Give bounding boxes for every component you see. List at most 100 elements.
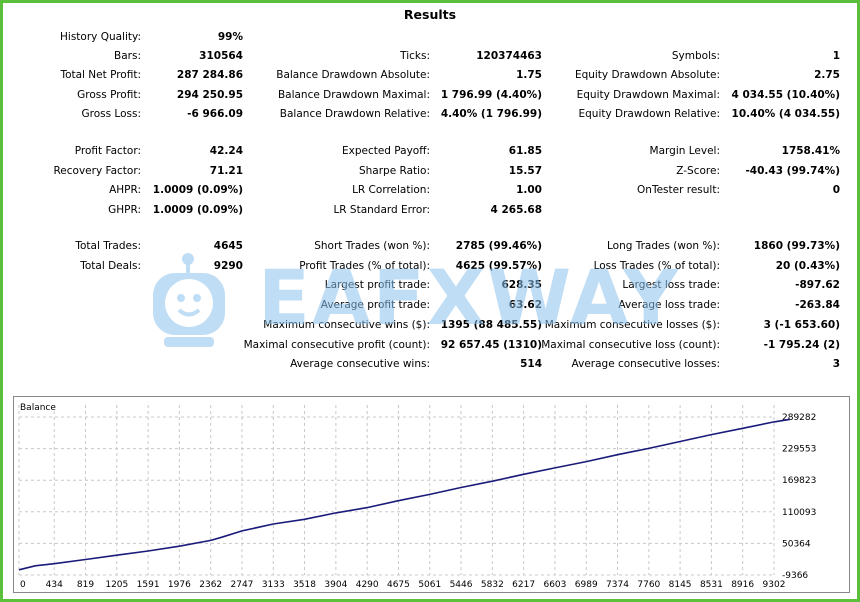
y-tick-label: 110093 xyxy=(782,508,816,518)
largest-profit-value: 628.35 xyxy=(501,279,542,291)
x-tick-label: 5446 xyxy=(450,580,473,590)
lr-standard-error-label: LR Standard Error: xyxy=(333,204,430,216)
x-tick-label: 3133 xyxy=(262,580,285,590)
x-tick-label: 1205 xyxy=(105,580,128,590)
profit-trades-label: Profit Trades (% of total): xyxy=(299,260,430,272)
x-tick-labels: 0 434 819 1205 1591 1976 2362 2747 3133 3518 3904 4… xyxy=(20,580,785,590)
x-tick-label: 5832 xyxy=(481,580,504,590)
maximal-consecutive-profit-label: Maximal consecutive profit (count): xyxy=(243,339,430,351)
x-tick-label: 1591 xyxy=(137,580,160,590)
average-consecutive-losses-label: Average consecutive losses: xyxy=(571,358,720,370)
sharpe-ratio-value: 15.57 xyxy=(508,165,542,177)
x-tick-label: 2362 xyxy=(199,580,222,590)
x-tick-label: 8916 xyxy=(731,580,754,590)
maximal-consecutive-loss-value: -1 795.24 (2) xyxy=(763,339,840,351)
margin-level-label: Margin Level: xyxy=(649,145,720,157)
total-net-profit-value: 287 284.86 xyxy=(176,69,243,81)
x-tick-label: 5061 xyxy=(418,580,441,590)
y-tick-label: 169823 xyxy=(782,476,816,486)
balance-dd-relative-label: Balance Drawdown Relative: xyxy=(279,108,430,120)
balance-dd-maximal-value: 1 796.99 (4.40%) xyxy=(440,89,542,101)
ahpr-label: AHPR: xyxy=(109,184,141,196)
loss-trades-value: 20 (0.43%) xyxy=(775,260,840,272)
largest-profit-label: Largest profit trade: xyxy=(324,279,430,291)
balance-dd-absolute-value: 1.75 xyxy=(516,69,542,81)
bars-value: 310564 xyxy=(199,50,243,62)
largest-loss-value: -897.62 xyxy=(795,279,840,291)
recovery-factor-label: Recovery Factor: xyxy=(53,165,141,177)
total-deals-label: Total Deals: xyxy=(80,260,141,272)
profit-factor-label: Profit Factor: xyxy=(74,145,141,157)
x-tick-label: 8531 xyxy=(700,580,723,590)
max-consecutive-losses-value: 3 (-1 653.60) xyxy=(763,319,840,331)
gross-profit-value: 294 250.95 xyxy=(176,89,243,101)
y-tick-labels: 289282 229553 169823 110093 50364 -9366 xyxy=(782,413,816,581)
lr-correlation-label: LR Correlation: xyxy=(352,184,430,196)
y-tick-label: 50364 xyxy=(782,539,811,549)
z-score-value: -40.43 (99.74%) xyxy=(745,165,840,177)
total-trades-label: Total Trades: xyxy=(75,240,141,252)
average-consecutive-wins-label: Average consecutive wins: xyxy=(290,358,430,370)
x-tick-label: 3518 xyxy=(293,580,316,590)
symbols-label: Symbols: xyxy=(671,50,720,62)
ticks-value: 120374463 xyxy=(476,50,542,62)
balance-chart: 0 434 819 1205 1591 1976 2362 2747 3133 3518 3904 4… xyxy=(13,396,850,593)
average-profit-label: Average profit trade: xyxy=(320,299,430,311)
ghpr-value: 1.0009 (0.09%) xyxy=(152,204,243,216)
long-trades-label: Long Trades (won %): xyxy=(606,240,720,252)
x-tick-label: 4675 xyxy=(387,580,410,590)
x-tick-label: 1976 xyxy=(168,580,191,590)
chart-grid xyxy=(18,405,775,576)
max-consecutive-wins-value: 1395 (88 485.55) xyxy=(440,319,542,331)
y-tick-label: 229553 xyxy=(782,445,816,455)
equity-dd-relative-label: Equity Drawdown Relative: xyxy=(578,108,720,120)
average-consecutive-losses-value: 3 xyxy=(832,358,840,370)
sharpe-ratio-label: Sharpe Ratio: xyxy=(358,165,430,177)
y-tick-label: -9366 xyxy=(782,571,808,581)
x-tick-label: 8145 xyxy=(669,580,692,590)
long-trades-value: 1860 (99.73%) xyxy=(753,240,840,252)
maximal-consecutive-loss-label: Maximal consecutive loss (count): xyxy=(541,339,720,351)
results-title: Results xyxy=(403,7,457,22)
history-quality-value: 99% xyxy=(217,31,243,43)
short-trades-label: Short Trades (won %): xyxy=(314,240,430,252)
average-loss-value: -263.84 xyxy=(795,299,840,311)
balance-dd-relative-value: 4.40% (1 796.99) xyxy=(440,108,542,120)
lr-correlation-value: 1.00 xyxy=(516,184,542,196)
equity-dd-relative-value: 10.40% (4 034.55) xyxy=(731,108,840,120)
equity-dd-absolute-value: 2.75 xyxy=(814,69,840,81)
short-trades-value: 2785 (99.46%) xyxy=(455,240,542,252)
equity-dd-maximal-label: Equity Drawdown Maximal: xyxy=(576,89,720,101)
x-tick-label: 434 xyxy=(46,580,63,590)
x-tick-label: 2747 xyxy=(231,580,254,590)
x-tick-label: 0 xyxy=(20,580,26,590)
lr-standard-error-value: 4 265.68 xyxy=(490,204,542,216)
gross-loss-label: Gross Loss: xyxy=(81,108,142,120)
z-score-label: Z-Score: xyxy=(676,165,720,177)
history-quality-label: History Quality: xyxy=(60,31,141,43)
x-tick-label: 6217 xyxy=(512,580,535,590)
maximal-consecutive-profit-value: 92 657.45 (1310) xyxy=(440,339,542,351)
x-tick-label: 7760 xyxy=(637,580,660,590)
max-consecutive-wins-label: Maximum consecutive wins ($): xyxy=(263,319,430,331)
balance-dd-maximal-label: Balance Drawdown Maximal: xyxy=(277,89,430,101)
expected-payoff-label: Expected Payoff: xyxy=(341,145,430,157)
symbols-value: 1 xyxy=(832,50,840,62)
equity-dd-maximal-value: 4 034.55 (10.40%) xyxy=(731,89,840,101)
max-consecutive-losses-label: Maximum consecutive losses ($): xyxy=(544,319,720,331)
balance-series-line xyxy=(18,418,791,571)
profit-factor-value: 42.24 xyxy=(209,145,243,157)
x-tick-label: 7374 xyxy=(606,580,629,590)
ghpr-label: GHPR: xyxy=(108,204,141,216)
recovery-factor-value: 71.21 xyxy=(209,165,243,177)
x-tick-label: 9302 xyxy=(763,580,786,590)
ticks-label: Ticks: xyxy=(400,50,430,62)
bars-label: Bars: xyxy=(114,50,141,62)
ontester-result-value: 0 xyxy=(832,184,840,196)
x-tick-label: 819 xyxy=(77,580,94,590)
gross-loss-value: -6 966.09 xyxy=(187,108,243,120)
loss-trades-label: Loss Trades (% of total): xyxy=(593,260,720,272)
gross-profit-label: Gross Profit: xyxy=(77,89,141,101)
average-consecutive-wins-value: 514 xyxy=(520,358,542,370)
